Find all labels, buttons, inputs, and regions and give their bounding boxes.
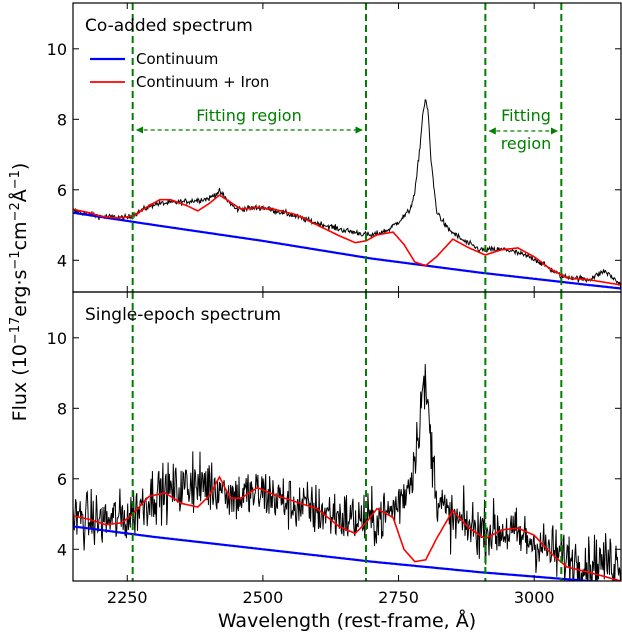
- panel-coadded: 4 6 8 10 Co-added spectrum Continuum Contin…: [47, 3, 621, 292]
- panel-title-single-epoch: Single-epoch spectrum: [85, 305, 281, 325]
- single-epoch-continuum-line: [73, 525, 610, 581]
- x-tick-label: 2750: [378, 588, 419, 607]
- legend: Continuum Continuum + Iron: [90, 50, 269, 91]
- coadded-continuum-line: [73, 211, 621, 290]
- y-tick-label: 10: [47, 40, 67, 59]
- x-tick-label: 2500: [243, 588, 284, 607]
- legend-continuum-label: Continuum: [136, 50, 218, 68]
- y-tick-label: 6: [57, 470, 67, 489]
- fitting-region-label-2-line1: Fitting: [501, 106, 551, 125]
- y-tick-label: 8: [57, 399, 67, 418]
- panel-title-coadded: Co-added spectrum: [85, 16, 253, 36]
- y-tick-label: 6: [57, 181, 67, 200]
- y-axis-label: Flux (10−17erg·s−1cm−2Å−1): [8, 163, 32, 422]
- y-tick-label: 4: [57, 540, 67, 559]
- y-tick-label: 4: [57, 251, 67, 270]
- y-tick-label: 8: [57, 110, 67, 129]
- x-tick-label: 2250: [107, 588, 148, 607]
- single-epoch-spectrum-line: [73, 364, 621, 581]
- x-tick-label: 3000: [514, 588, 555, 607]
- fitting-region-label-1: Fitting region: [196, 106, 301, 125]
- single-epoch-iron-line: [73, 475, 621, 581]
- legend-iron-label: Continuum + Iron: [136, 73, 269, 91]
- coadded-iron-line: [73, 194, 621, 286]
- y-tick-label: 10: [47, 329, 67, 348]
- panel-single-epoch: 4 6 8 10 Single-epoch spectrum: [47, 292, 621, 581]
- fitting-region-label-2-line2: region: [501, 134, 552, 153]
- x-axis-label: Wavelength (rest-frame, Å): [218, 609, 476, 632]
- coadded-spectrum-line: [73, 99, 621, 288]
- panel-frame-bottom: [72, 291, 622, 582]
